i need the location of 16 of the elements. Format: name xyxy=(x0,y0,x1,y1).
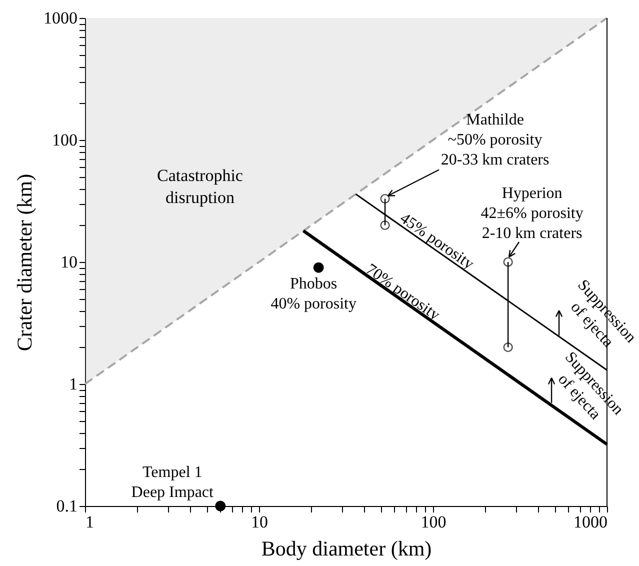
annotation: Hyperion 42±6% porosity 2-10 km craters xyxy=(480,185,584,242)
y-tick-label: 100 xyxy=(52,130,78,150)
x-tick-label: 10 xyxy=(251,512,268,532)
x-axis-title: Body diameter (km) xyxy=(261,536,432,560)
y-tick-label: 1 xyxy=(69,374,78,394)
x-tick-label: 1 xyxy=(86,512,94,532)
y-tick-label: 0.1 xyxy=(56,496,78,516)
y-tick-label: 1000 xyxy=(44,8,78,28)
annotation: Mathilde ~50% porosity 20-33 km craters xyxy=(440,112,550,169)
x-tick-label: 100 xyxy=(420,512,446,532)
annotation: Catastrophic disruption xyxy=(157,166,244,207)
x-tick-label: 1000 xyxy=(574,512,608,532)
annotation: Tempel 1 Deep Impact xyxy=(131,464,214,501)
y-tick-label: 10 xyxy=(60,252,78,272)
annotation: Phobos 40% porosity xyxy=(270,276,356,313)
y-axis-title: Crater diameter (km) xyxy=(12,174,36,352)
